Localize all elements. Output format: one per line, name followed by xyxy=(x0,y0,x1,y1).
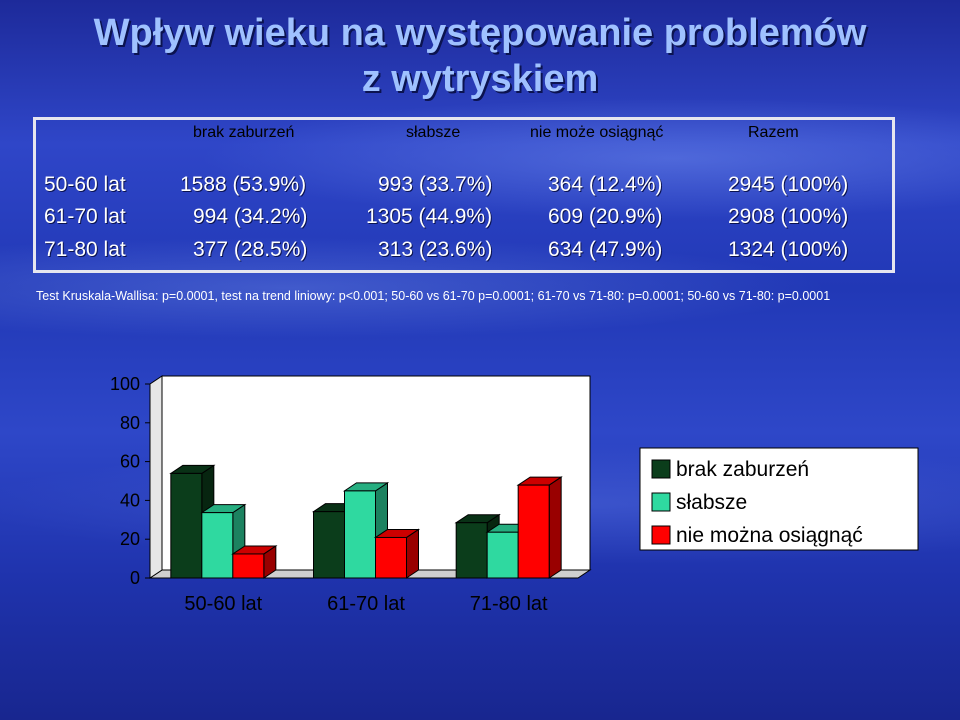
table-header-brak: brak zaburzeń xyxy=(193,124,295,141)
table-cell: 313 (23.6%) xyxy=(378,238,493,261)
bar xyxy=(313,511,345,579)
data-table-frame xyxy=(33,117,895,273)
bar xyxy=(517,484,550,579)
bar xyxy=(486,531,519,579)
row-label: 71-80 lat xyxy=(44,238,126,261)
bar xyxy=(344,490,376,579)
table-cell: 1324 (100%) xyxy=(728,238,849,261)
y-tick-label: 100 xyxy=(110,374,140,394)
statistics-note: Test Kruskala-Wallisa: p=0.0001, test na… xyxy=(36,289,831,303)
table-cell: 994 (34.2%) xyxy=(193,205,308,228)
bar xyxy=(232,553,265,579)
plot-side-wall xyxy=(149,375,163,579)
row-label: 61-70 lat xyxy=(44,205,126,228)
table-cell: 2908 (100%) xyxy=(728,205,849,228)
table-header-nie-moze: nie może osiągnąć xyxy=(530,124,664,141)
table-cell: 1588 (53.9%) xyxy=(180,173,307,196)
bar xyxy=(201,512,234,579)
table-header-razem: Razem xyxy=(748,124,799,141)
table-cell: 2945 (100%) xyxy=(728,173,849,196)
y-tick-label: 0 xyxy=(130,568,140,588)
bar xyxy=(455,522,488,579)
legend-box xyxy=(639,447,919,551)
bar xyxy=(375,536,407,579)
legend-swatch xyxy=(651,492,671,512)
title-line-1: Wpływ wieku na występowanie problemów xyxy=(93,12,867,54)
legend-label: brak zaburzeń xyxy=(676,458,809,481)
y-tick-label: 60 xyxy=(120,452,140,472)
y-tick-label: 20 xyxy=(120,529,140,549)
table-cell: 364 (12.4%) xyxy=(548,173,663,196)
x-category-label: 50-60 lat xyxy=(184,593,262,615)
title-line-2: z wytryskiem xyxy=(361,58,599,100)
table-cell: 634 (47.9%) xyxy=(548,238,663,261)
page-title: Wpływ wieku na występowanie problemów z … xyxy=(0,10,960,102)
legend-swatch xyxy=(651,525,671,545)
table-cell: 993 (33.7%) xyxy=(378,173,493,196)
y-tick-label: 80 xyxy=(120,413,140,433)
legend-swatch xyxy=(651,459,671,479)
bar xyxy=(170,472,203,579)
y-tick-label: 40 xyxy=(120,490,140,510)
table-header-slabsze: słabsze xyxy=(406,124,461,141)
table-cell: 609 (20.9%) xyxy=(548,205,663,228)
bar-side xyxy=(548,476,562,579)
table-cell: 1305 (44.9%) xyxy=(366,205,493,228)
x-category-label: 71-80 lat xyxy=(470,593,548,615)
x-category-label: 61-70 lat xyxy=(327,593,405,615)
table-cell: 377 (28.5%) xyxy=(193,238,308,261)
legend-label: nie można osiągnąć xyxy=(676,524,863,547)
row-label: 50-60 lat xyxy=(44,173,126,196)
legend-label: słabsze xyxy=(676,491,747,514)
